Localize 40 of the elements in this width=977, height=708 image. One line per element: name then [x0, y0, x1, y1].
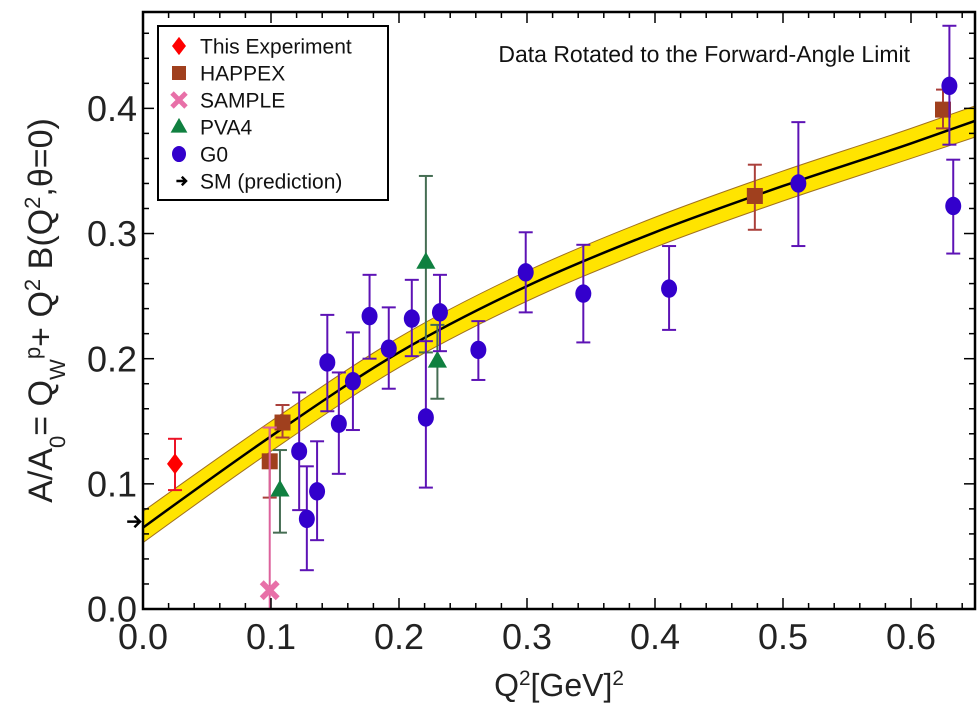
legend-label: G0 — [200, 143, 228, 166]
x-tick-label: 0.5 — [758, 616, 808, 657]
legend-label: SAMPLE — [200, 89, 286, 112]
point — [362, 306, 378, 326]
point — [274, 414, 291, 431]
annotation: SM (prediction) — [200, 170, 342, 194]
point — [330, 414, 347, 433]
x-axis-title: Q$^{2}$[GeV]$^{2}$ — [494, 666, 624, 703]
point — [258, 579, 281, 602]
y-tick-label: 0.1 — [86, 463, 137, 504]
point — [167, 453, 183, 474]
y-tick-label: 0.4 — [86, 88, 137, 129]
point — [945, 196, 962, 216]
x-tick-label: 0.4 — [630, 616, 680, 657]
legend-label: PVA4 — [200, 116, 252, 140]
x-tick-label: 0.2 — [374, 616, 424, 657]
x-tick-label: 0.3 — [502, 616, 552, 657]
point — [575, 284, 592, 303]
point — [790, 174, 806, 193]
legend-label: HAPPEX — [200, 62, 286, 86]
point — [291, 442, 308, 460]
point — [518, 263, 534, 282]
point — [432, 303, 448, 322]
point — [319, 353, 336, 372]
y-tick-label: 0.3 — [86, 213, 137, 254]
point — [941, 76, 958, 96]
point — [298, 510, 315, 528]
point — [380, 339, 397, 358]
point — [404, 309, 420, 328]
x-tick-label: 0.6 — [886, 616, 936, 657]
point — [746, 188, 763, 204]
annotation: Data Rotated to the Forward-Angle Limit — [498, 41, 911, 67]
point — [418, 408, 434, 427]
legend-label: This Experiment — [200, 35, 352, 58]
point — [344, 372, 361, 390]
point — [661, 279, 678, 298]
x-tick-label: 0.1 — [246, 616, 296, 657]
y-tick-label: 0.2 — [86, 338, 137, 380]
point — [309, 482, 326, 501]
point — [470, 340, 486, 360]
